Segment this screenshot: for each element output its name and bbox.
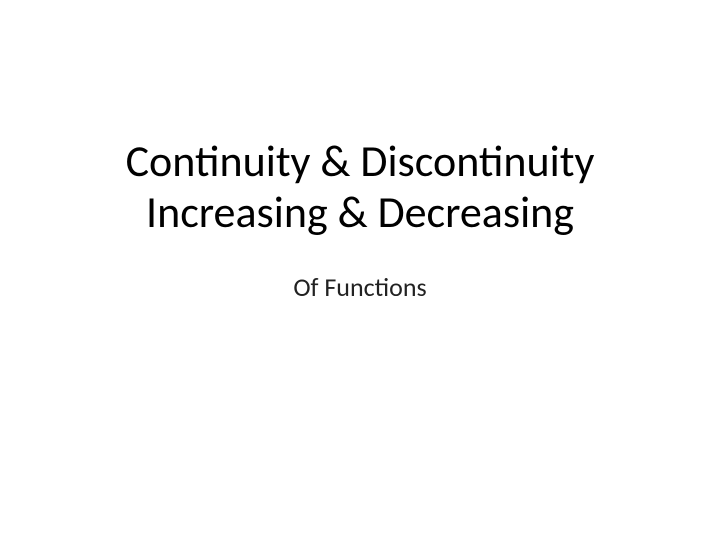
slide: Continuity & Discontinuity Increasing & … xyxy=(0,0,720,540)
slide-subtitle: Of Functions xyxy=(293,271,426,303)
title-line-2: Increasing & Decreasing xyxy=(126,187,595,238)
title-line-1: Continuity & Discontinuity xyxy=(126,136,595,187)
slide-title: Continuity & Discontinuity Increasing & … xyxy=(126,136,595,237)
